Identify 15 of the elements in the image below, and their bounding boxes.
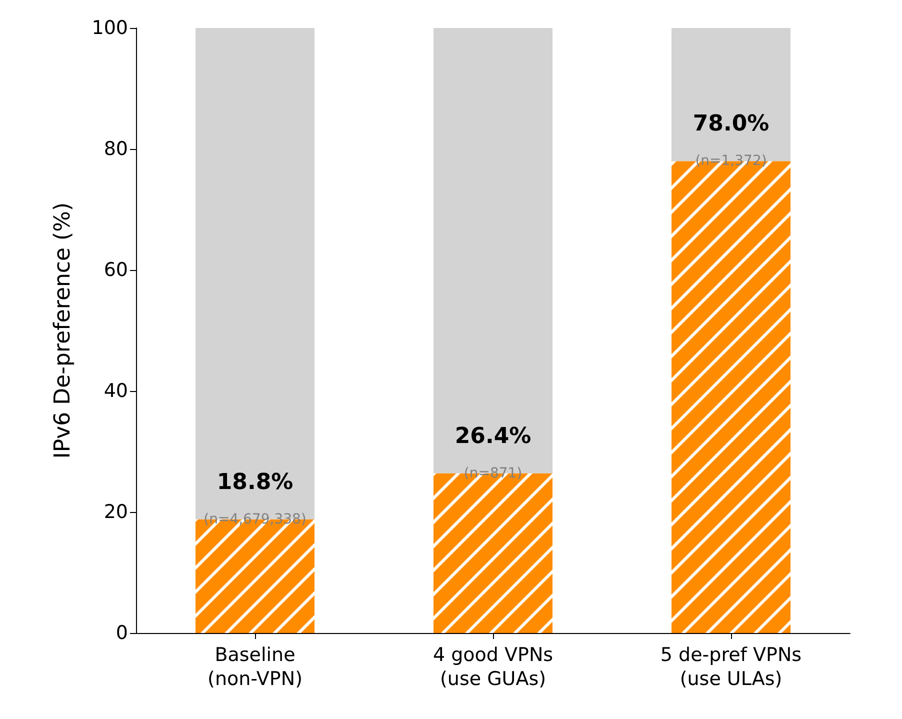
y-tick-label: 60: [104, 259, 128, 281]
x-tick-label: 5 de-pref VPNs (use ULAs): [660, 644, 802, 690]
data-label: 26.4%: [454, 424, 532, 449]
y-tick-label: 80: [104, 138, 128, 160]
y-tick-label: 20: [104, 501, 128, 523]
data-label: 18.8%: [216, 470, 294, 495]
y-tick-label: 0: [116, 622, 128, 644]
y-tick-label: 40: [104, 380, 128, 402]
y-tick-label: 100: [92, 17, 128, 39]
x-tick-label: Baseline (non-VPN): [208, 644, 302, 690]
annotation: (n=4,679,338): [204, 511, 306, 528]
x-tick-label: 4 good VPNs (use GUAs): [432, 644, 554, 690]
data-label: 78.0%: [692, 112, 770, 137]
annotation: (n=871): [464, 465, 522, 482]
y-axis-title: IPv6 De-preference (%): [50, 202, 76, 459]
